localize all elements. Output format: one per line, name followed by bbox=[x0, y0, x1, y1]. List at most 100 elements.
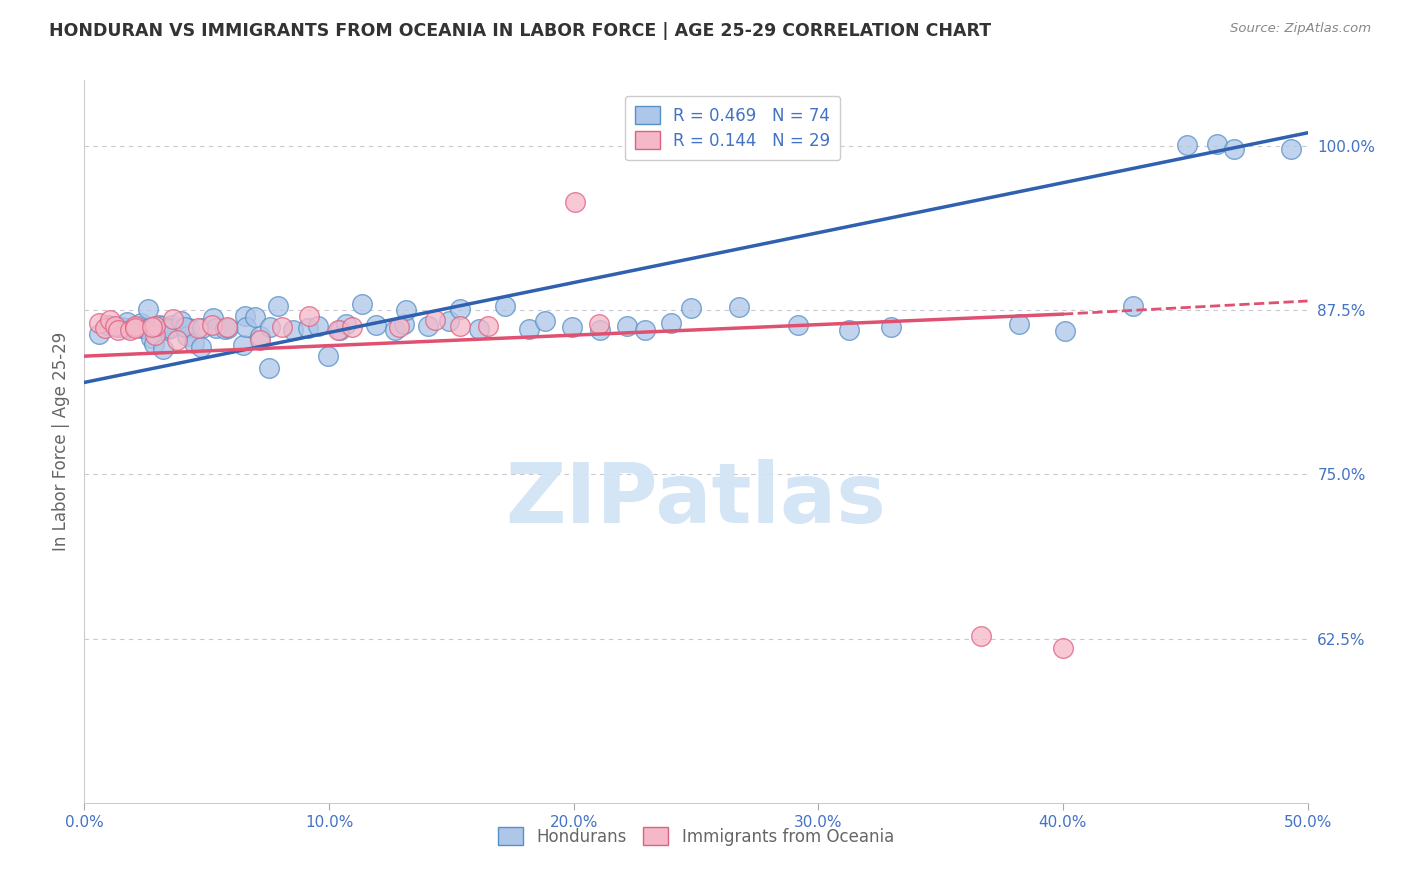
Point bbox=[838, 323, 860, 337]
Point bbox=[98, 313, 121, 327]
Point bbox=[214, 322, 236, 336]
Point bbox=[143, 318, 166, 333]
Point bbox=[139, 331, 162, 345]
Point bbox=[232, 337, 254, 351]
Point bbox=[143, 337, 166, 351]
Point bbox=[1279, 143, 1302, 157]
Point bbox=[105, 320, 128, 334]
Point bbox=[107, 322, 129, 336]
Text: Source: ZipAtlas.com: Source: ZipAtlas.com bbox=[1230, 22, 1371, 36]
Point bbox=[589, 323, 612, 337]
Point bbox=[659, 316, 682, 330]
Point bbox=[187, 321, 209, 335]
Point bbox=[880, 319, 903, 334]
Point bbox=[162, 312, 184, 326]
Point bbox=[392, 317, 415, 331]
Point bbox=[1053, 325, 1076, 339]
Point bbox=[201, 318, 224, 332]
Point bbox=[283, 323, 305, 337]
Point bbox=[183, 336, 205, 351]
Point bbox=[259, 320, 281, 334]
Point bbox=[97, 318, 120, 332]
Point bbox=[328, 322, 350, 336]
Point bbox=[205, 321, 228, 335]
Point bbox=[517, 321, 540, 335]
Point bbox=[217, 320, 239, 334]
Point bbox=[124, 321, 146, 335]
Point bbox=[1052, 640, 1074, 655]
Point bbox=[174, 319, 197, 334]
Text: ZIPatlas: ZIPatlas bbox=[506, 458, 886, 540]
Point bbox=[118, 323, 141, 337]
Point bbox=[156, 322, 179, 336]
Point bbox=[170, 313, 193, 327]
Point bbox=[124, 318, 146, 333]
Point bbox=[335, 318, 357, 332]
Y-axis label: In Labor Force | Age 25-29: In Labor Force | Age 25-29 bbox=[52, 332, 70, 551]
Point bbox=[494, 299, 516, 313]
Point bbox=[131, 319, 153, 334]
Text: HONDURAN VS IMMIGRANTS FROM OCEANIA IN LABOR FORCE | AGE 25-29 CORRELATION CHART: HONDURAN VS IMMIGRANTS FROM OCEANIA IN L… bbox=[49, 22, 991, 40]
Point bbox=[150, 318, 173, 333]
Point bbox=[217, 319, 239, 334]
Point bbox=[439, 314, 461, 328]
Point bbox=[129, 321, 152, 335]
Point bbox=[235, 319, 257, 334]
Point bbox=[249, 328, 271, 343]
Point bbox=[117, 315, 139, 329]
Point bbox=[135, 322, 157, 336]
Point bbox=[129, 317, 152, 331]
Point bbox=[191, 321, 214, 335]
Point bbox=[160, 318, 183, 332]
Point bbox=[141, 320, 163, 334]
Point bbox=[89, 317, 111, 331]
Point bbox=[342, 319, 364, 334]
Point bbox=[87, 327, 110, 342]
Point bbox=[634, 323, 657, 337]
Point bbox=[297, 320, 319, 334]
Point bbox=[364, 318, 387, 333]
Point bbox=[148, 318, 170, 332]
Point bbox=[243, 310, 266, 324]
Point bbox=[297, 309, 319, 323]
Point bbox=[115, 321, 138, 335]
Point bbox=[179, 321, 201, 335]
Point bbox=[307, 319, 329, 334]
Point bbox=[271, 319, 294, 334]
Point bbox=[728, 300, 751, 314]
Legend: Hondurans, Immigrants from Oceania: Hondurans, Immigrants from Oceania bbox=[491, 821, 901, 852]
Point bbox=[111, 320, 134, 334]
Point bbox=[233, 309, 256, 323]
Point bbox=[352, 297, 374, 311]
Point bbox=[468, 322, 491, 336]
Point bbox=[423, 312, 446, 326]
Point bbox=[1175, 138, 1198, 153]
Point bbox=[588, 318, 610, 332]
Point bbox=[449, 301, 471, 316]
Point bbox=[679, 301, 702, 316]
Point bbox=[1206, 136, 1229, 151]
Point bbox=[395, 302, 418, 317]
Point bbox=[786, 318, 808, 332]
Point bbox=[388, 320, 411, 334]
Point bbox=[104, 318, 127, 333]
Point bbox=[616, 318, 638, 333]
Point bbox=[190, 340, 212, 354]
Point bbox=[564, 195, 586, 210]
Point bbox=[257, 360, 280, 375]
Point bbox=[534, 314, 557, 328]
Point bbox=[329, 323, 352, 337]
Point bbox=[159, 321, 181, 335]
Point bbox=[176, 328, 198, 343]
Point bbox=[138, 302, 160, 317]
Point bbox=[418, 318, 440, 333]
Point bbox=[143, 327, 166, 342]
Point bbox=[449, 319, 471, 334]
Point bbox=[202, 310, 225, 325]
Point bbox=[1122, 299, 1144, 313]
Point bbox=[94, 321, 117, 335]
Point bbox=[318, 349, 340, 363]
Point bbox=[384, 323, 406, 337]
Point bbox=[136, 321, 159, 335]
Point bbox=[1008, 317, 1031, 331]
